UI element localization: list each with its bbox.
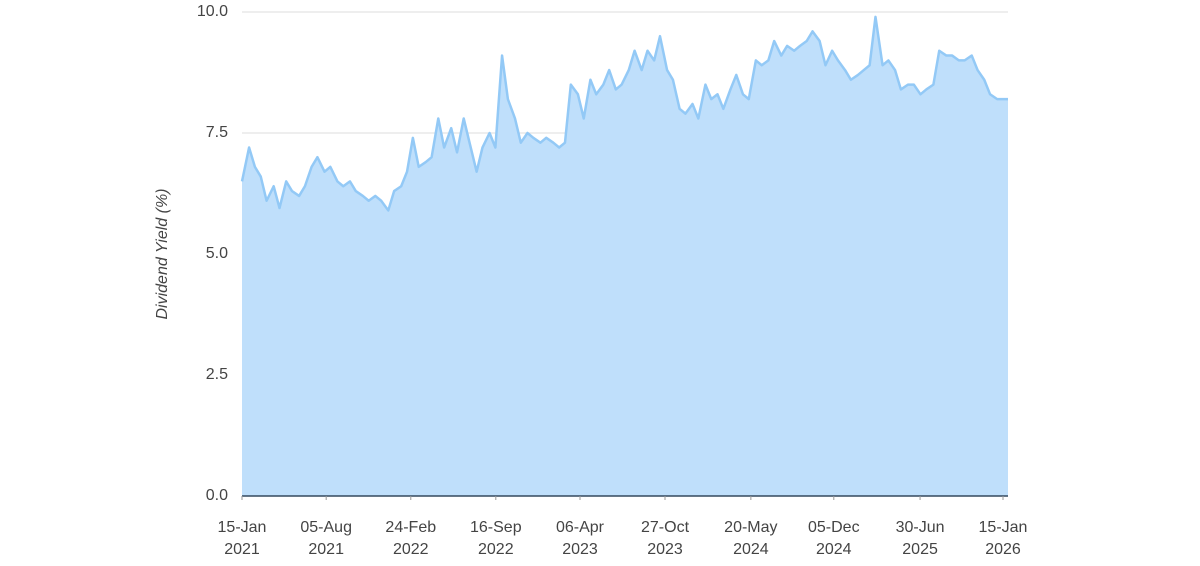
x-tick-label: 24-Feb 2022 [385,519,436,558]
x-tick-label: 16-Sep 2022 [470,519,522,558]
x-tick-label: 05-Dec 2024 [808,519,860,558]
line [240,15,1008,212]
x-tick-label: 27-Oct 2023 [641,519,690,558]
x-tick-label: 20-May 2024 [724,519,777,558]
y-tick-label: 0.0 [206,487,228,504]
x-tick-label: 05-Aug 2021 [300,519,352,558]
y-tick-label: 2.5 [206,366,228,383]
y-axis-label: Dividend Yield (%) [154,188,171,319]
x-tick-label: 15-Jan 2021 [218,519,267,558]
y-tick-label: 5.0 [206,245,228,262]
x-tick-label: 15-Jan 2026 [979,519,1028,558]
x-tick-label: 06-Apr 2023 [556,519,605,558]
y-tick-label: 10.0 [197,3,228,20]
y-tick-label: 7.5 [206,124,228,141]
x-tick-label: 30-Jun 2025 [896,519,945,558]
area [242,16,1008,497]
